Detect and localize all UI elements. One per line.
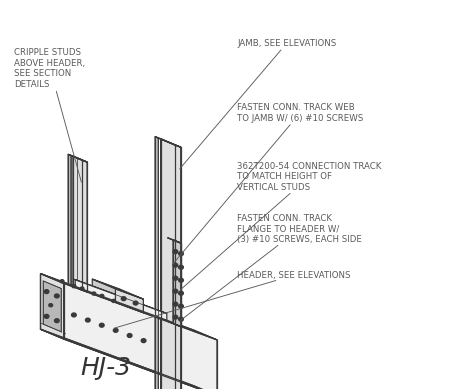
Circle shape bbox=[179, 304, 183, 308]
Text: FASTEN CONN. TRACK WEB
TO JAMB W/ (6) #10 SCREWS: FASTEN CONN. TRACK WEB TO JAMB W/ (6) #1… bbox=[173, 103, 363, 265]
Polygon shape bbox=[167, 321, 181, 327]
Polygon shape bbox=[74, 279, 167, 314]
Circle shape bbox=[72, 313, 76, 317]
Polygon shape bbox=[73, 156, 87, 292]
Circle shape bbox=[72, 285, 76, 288]
Polygon shape bbox=[68, 154, 71, 285]
Circle shape bbox=[85, 318, 90, 322]
Circle shape bbox=[49, 304, 53, 307]
Polygon shape bbox=[173, 240, 181, 327]
Polygon shape bbox=[64, 283, 217, 392]
Circle shape bbox=[44, 314, 49, 318]
Circle shape bbox=[55, 294, 59, 298]
Circle shape bbox=[112, 299, 116, 303]
Circle shape bbox=[121, 297, 126, 301]
Circle shape bbox=[173, 276, 178, 280]
Circle shape bbox=[173, 263, 178, 267]
Polygon shape bbox=[175, 145, 181, 392]
Text: CRIPPLE STUDS
ABOVE HEADER,
SEE SECTION
DETAILS: CRIPPLE STUDS ABOVE HEADER, SEE SECTION … bbox=[15, 48, 86, 182]
Circle shape bbox=[179, 278, 183, 282]
Text: 362T200-54 CONNECTION TRACK
TO MATCH HEIGHT OF
VERTICAL STUDS: 362T200-54 CONNECTION TRACK TO MATCH HEI… bbox=[181, 162, 382, 290]
Circle shape bbox=[173, 315, 178, 319]
Polygon shape bbox=[92, 279, 143, 299]
Circle shape bbox=[44, 290, 49, 294]
Polygon shape bbox=[82, 160, 87, 292]
Circle shape bbox=[179, 252, 183, 256]
Circle shape bbox=[128, 334, 132, 338]
Circle shape bbox=[173, 289, 178, 293]
Polygon shape bbox=[75, 280, 167, 321]
Circle shape bbox=[179, 291, 183, 295]
Polygon shape bbox=[40, 274, 217, 340]
Polygon shape bbox=[175, 241, 181, 327]
Polygon shape bbox=[155, 137, 158, 392]
Circle shape bbox=[113, 328, 118, 332]
Text: FASTEN CONN. TRACK
FLANGE TO HEADER W/
(3) #10 SCREWS, EACH SIDE: FASTEN CONN. TRACK FLANGE TO HEADER W/ (… bbox=[180, 214, 362, 321]
Circle shape bbox=[55, 319, 59, 323]
Circle shape bbox=[179, 265, 183, 269]
Polygon shape bbox=[40, 329, 217, 392]
Polygon shape bbox=[155, 137, 181, 147]
Polygon shape bbox=[116, 289, 143, 313]
Text: JAMB, SEE ELEVATIONS: JAMB, SEE ELEVATIONS bbox=[180, 39, 336, 169]
Polygon shape bbox=[161, 139, 181, 392]
Text: HEADER, SEE ELEVATIONS: HEADER, SEE ELEVATIONS bbox=[114, 271, 350, 328]
Circle shape bbox=[100, 323, 104, 327]
Circle shape bbox=[80, 287, 84, 290]
Circle shape bbox=[173, 250, 178, 254]
Circle shape bbox=[60, 279, 64, 283]
Circle shape bbox=[173, 302, 178, 306]
Polygon shape bbox=[92, 279, 120, 303]
Polygon shape bbox=[43, 281, 61, 332]
Polygon shape bbox=[68, 154, 87, 162]
Text: HJ-3: HJ-3 bbox=[80, 356, 131, 380]
Polygon shape bbox=[40, 274, 64, 339]
Circle shape bbox=[179, 317, 183, 321]
Circle shape bbox=[92, 292, 96, 295]
Circle shape bbox=[100, 294, 104, 298]
Circle shape bbox=[133, 301, 138, 305]
Polygon shape bbox=[167, 238, 181, 243]
Polygon shape bbox=[77, 158, 82, 290]
Circle shape bbox=[141, 339, 146, 343]
